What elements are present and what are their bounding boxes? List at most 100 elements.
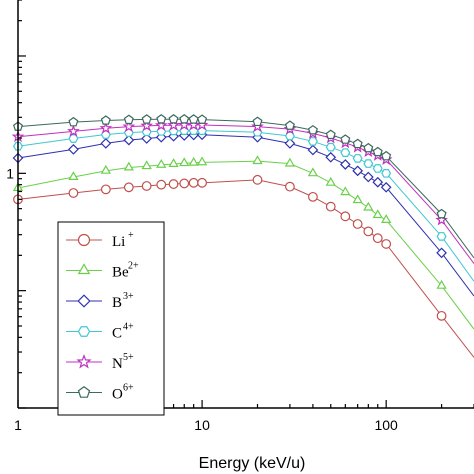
series-be-point: [436, 279, 447, 289]
legend-marker: [77, 326, 91, 337]
series-b-point: [100, 138, 112, 149]
legend-label: Li: [112, 234, 125, 250]
series-li-point: [340, 211, 351, 222]
series-o-point: [188, 114, 199, 124]
x-tick-label: 10: [194, 417, 210, 433]
series-be-point: [363, 201, 374, 211]
legend-marker: [76, 353, 92, 369]
series-o-point: [141, 114, 152, 124]
series-be-point: [372, 209, 383, 219]
legend-item: O 6+: [66, 383, 134, 403]
legend-label: C: [112, 326, 122, 342]
series-n-point: [122, 119, 136, 133]
series-b-point: [362, 171, 374, 183]
legend-charge: 2+: [128, 261, 139, 272]
series-o-point: [100, 115, 111, 125]
series-o-point: [307, 124, 318, 135]
legend-label: Be: [112, 265, 129, 281]
series-li-point: [285, 181, 295, 192]
series-be-point: [340, 186, 351, 196]
legend-label: N: [112, 356, 123, 372]
series-n-point: [177, 118, 191, 131]
series-b-point: [352, 165, 364, 177]
series-n-point: [167, 118, 180, 131]
series-o-point: [168, 113, 179, 124]
series-n-point: [99, 121, 113, 134]
series-be-point: [100, 164, 111, 174]
series-li-point: [197, 177, 207, 188]
series-li-point: [100, 184, 111, 195]
series-o-point: [372, 146, 383, 157]
series-n-point: [140, 119, 154, 132]
series-b-point: [168, 130, 179, 142]
series-o-point: [179, 113, 190, 124]
legend-label: O: [112, 387, 123, 403]
legend-marker: [77, 385, 91, 398]
legend-item: B 3+: [66, 291, 134, 311]
series-be-point: [196, 156, 208, 166]
series-b-point: [141, 133, 153, 144]
series-li-point: [141, 181, 152, 191]
series-li-group: [13, 174, 474, 358]
series-c-point: [436, 232, 447, 241]
series-o-point: [197, 114, 208, 124]
series-li-point: [123, 182, 134, 193]
series-li-point: [308, 191, 318, 202]
series-n-point: [195, 118, 209, 131]
series-n-point: [67, 124, 80, 137]
series-o-point: [352, 138, 363, 149]
series-li-point: [381, 239, 392, 249]
legend-item: Li +: [66, 230, 134, 250]
x-ticks: 1 10 100: [14, 400, 474, 433]
series-o-point: [156, 113, 167, 124]
legend-marker: [77, 233, 91, 247]
series-be-point: [68, 171, 79, 180]
series-li-point: [168, 179, 179, 189]
series-be-point: [188, 156, 199, 166]
series-c-point: [307, 137, 318, 146]
series-li-point: [372, 233, 383, 244]
legend-item: Be 2+: [66, 261, 139, 281]
series-b-point: [307, 144, 319, 156]
series-o-point: [123, 114, 134, 125]
series-be-point: [252, 155, 263, 165]
series-c-point: [352, 154, 363, 163]
series-be-point: [307, 167, 319, 177]
legend-charge: 4+: [123, 322, 134, 333]
series-li-point: [156, 179, 167, 190]
series-be-point: [123, 161, 134, 171]
series-c-point: [340, 148, 351, 157]
series-o-point: [340, 134, 351, 144]
series-layer: [11, 113, 474, 358]
series-li-point: [179, 178, 190, 189]
series-b-point: [380, 181, 392, 193]
legend-charge: +: [128, 230, 134, 241]
series-b-point: [123, 134, 135, 146]
legend-charge: 3+: [123, 291, 134, 302]
legend-item: N 5+: [66, 352, 134, 372]
legend: Li + Be 2+ B 3+ C 4+ N 5+ O 6+: [57, 221, 165, 416]
y-ticks: 1: [6, 0, 26, 409]
series-o-group: [13, 113, 474, 259]
series-o-point: [284, 120, 295, 130]
series-n-point: [154, 118, 168, 131]
series-o-point: [252, 116, 263, 127]
x-axis-title: Energy (keV/u): [199, 455, 306, 472]
series-be-group: [12, 155, 474, 330]
series-b-point: [325, 151, 337, 163]
series-be-point: [325, 176, 336, 186]
series-be-point: [156, 158, 167, 168]
series-o-point: [325, 129, 336, 140]
series-be-point: [168, 158, 179, 167]
legend-charge: 5+: [123, 352, 134, 363]
legend-marker: [77, 263, 91, 275]
series-o-point: [381, 150, 392, 161]
y-tick-label: 1: [6, 165, 14, 181]
series-b-point: [372, 176, 384, 188]
series-li-point: [325, 201, 336, 212]
series-be-point: [381, 214, 392, 223]
series-c-point: [372, 164, 383, 173]
series-be-point: [284, 157, 296, 167]
legend-box: [57, 221, 165, 416]
